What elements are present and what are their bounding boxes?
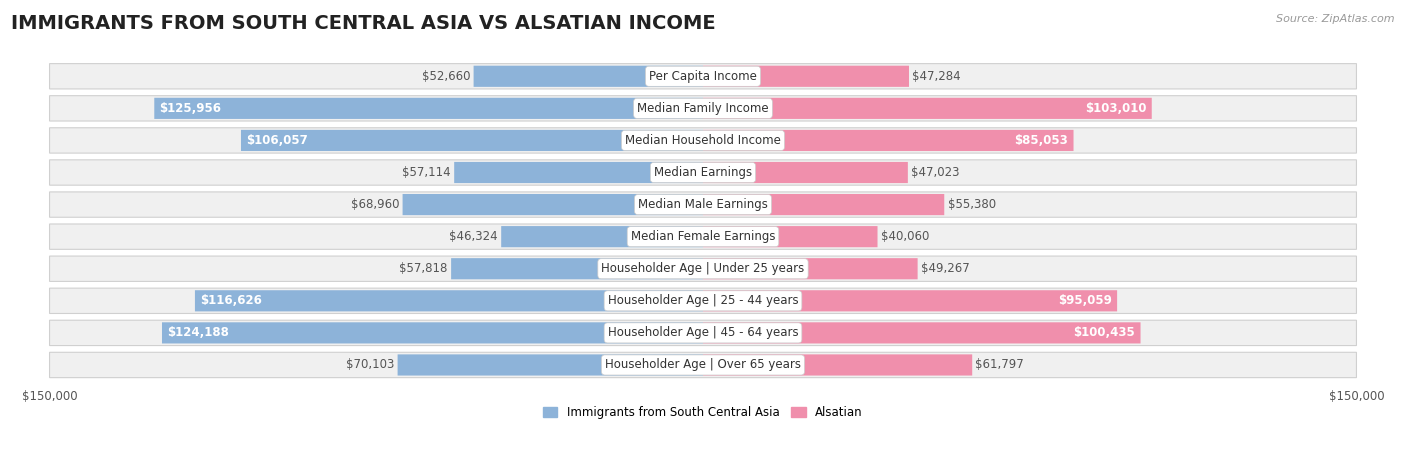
Text: $49,267: $49,267 xyxy=(921,262,970,275)
FancyBboxPatch shape xyxy=(703,290,1118,311)
Text: Median Family Income: Median Family Income xyxy=(637,102,769,115)
FancyBboxPatch shape xyxy=(402,194,703,215)
FancyBboxPatch shape xyxy=(454,162,703,183)
Text: $125,956: $125,956 xyxy=(159,102,222,115)
FancyBboxPatch shape xyxy=(501,226,703,247)
FancyBboxPatch shape xyxy=(703,66,910,87)
Text: $116,626: $116,626 xyxy=(200,294,262,307)
Text: Source: ZipAtlas.com: Source: ZipAtlas.com xyxy=(1277,14,1395,24)
Text: Householder Age | Over 65 years: Householder Age | Over 65 years xyxy=(605,359,801,371)
FancyBboxPatch shape xyxy=(703,98,1152,119)
Text: Median Female Earnings: Median Female Earnings xyxy=(631,230,775,243)
Text: IMMIGRANTS FROM SOUTH CENTRAL ASIA VS ALSATIAN INCOME: IMMIGRANTS FROM SOUTH CENTRAL ASIA VS AL… xyxy=(11,14,716,33)
FancyBboxPatch shape xyxy=(155,98,703,119)
FancyBboxPatch shape xyxy=(240,130,703,151)
FancyBboxPatch shape xyxy=(451,258,703,279)
Text: Householder Age | 45 - 64 years: Householder Age | 45 - 64 years xyxy=(607,326,799,340)
FancyBboxPatch shape xyxy=(49,352,1357,378)
Text: $57,114: $57,114 xyxy=(402,166,451,179)
Text: Householder Age | Under 25 years: Householder Age | Under 25 years xyxy=(602,262,804,275)
FancyBboxPatch shape xyxy=(703,258,918,279)
Text: $85,053: $85,053 xyxy=(1015,134,1069,147)
FancyBboxPatch shape xyxy=(49,288,1357,313)
FancyBboxPatch shape xyxy=(49,256,1357,282)
FancyBboxPatch shape xyxy=(703,226,877,247)
FancyBboxPatch shape xyxy=(703,162,908,183)
Text: $55,380: $55,380 xyxy=(948,198,995,211)
FancyBboxPatch shape xyxy=(474,66,703,87)
FancyBboxPatch shape xyxy=(703,322,1140,343)
FancyBboxPatch shape xyxy=(49,320,1357,346)
Text: $124,188: $124,188 xyxy=(167,326,229,340)
Text: $100,435: $100,435 xyxy=(1074,326,1135,340)
Text: $106,057: $106,057 xyxy=(246,134,308,147)
FancyBboxPatch shape xyxy=(49,224,1357,249)
FancyBboxPatch shape xyxy=(49,160,1357,185)
Text: $40,060: $40,060 xyxy=(880,230,929,243)
Text: $95,059: $95,059 xyxy=(1057,294,1112,307)
FancyBboxPatch shape xyxy=(703,130,1074,151)
Text: $52,660: $52,660 xyxy=(422,70,471,83)
FancyBboxPatch shape xyxy=(703,194,945,215)
Text: $57,818: $57,818 xyxy=(399,262,449,275)
Text: Householder Age | 25 - 44 years: Householder Age | 25 - 44 years xyxy=(607,294,799,307)
Text: Median Male Earnings: Median Male Earnings xyxy=(638,198,768,211)
Text: $47,023: $47,023 xyxy=(911,166,960,179)
Text: $47,284: $47,284 xyxy=(912,70,960,83)
FancyBboxPatch shape xyxy=(195,290,703,311)
Text: $46,324: $46,324 xyxy=(450,230,498,243)
Legend: Immigrants from South Central Asia, Alsatian: Immigrants from South Central Asia, Alsa… xyxy=(538,402,868,424)
Text: $68,960: $68,960 xyxy=(352,198,399,211)
Text: $103,010: $103,010 xyxy=(1085,102,1146,115)
FancyBboxPatch shape xyxy=(49,96,1357,121)
Text: Median Earnings: Median Earnings xyxy=(654,166,752,179)
FancyBboxPatch shape xyxy=(162,322,703,343)
Text: $70,103: $70,103 xyxy=(346,359,394,371)
FancyBboxPatch shape xyxy=(49,64,1357,89)
Text: Per Capita Income: Per Capita Income xyxy=(650,70,756,83)
Text: Median Household Income: Median Household Income xyxy=(626,134,780,147)
FancyBboxPatch shape xyxy=(703,354,972,375)
Text: $61,797: $61,797 xyxy=(976,359,1024,371)
FancyBboxPatch shape xyxy=(49,192,1357,217)
FancyBboxPatch shape xyxy=(49,128,1357,153)
FancyBboxPatch shape xyxy=(398,354,703,375)
